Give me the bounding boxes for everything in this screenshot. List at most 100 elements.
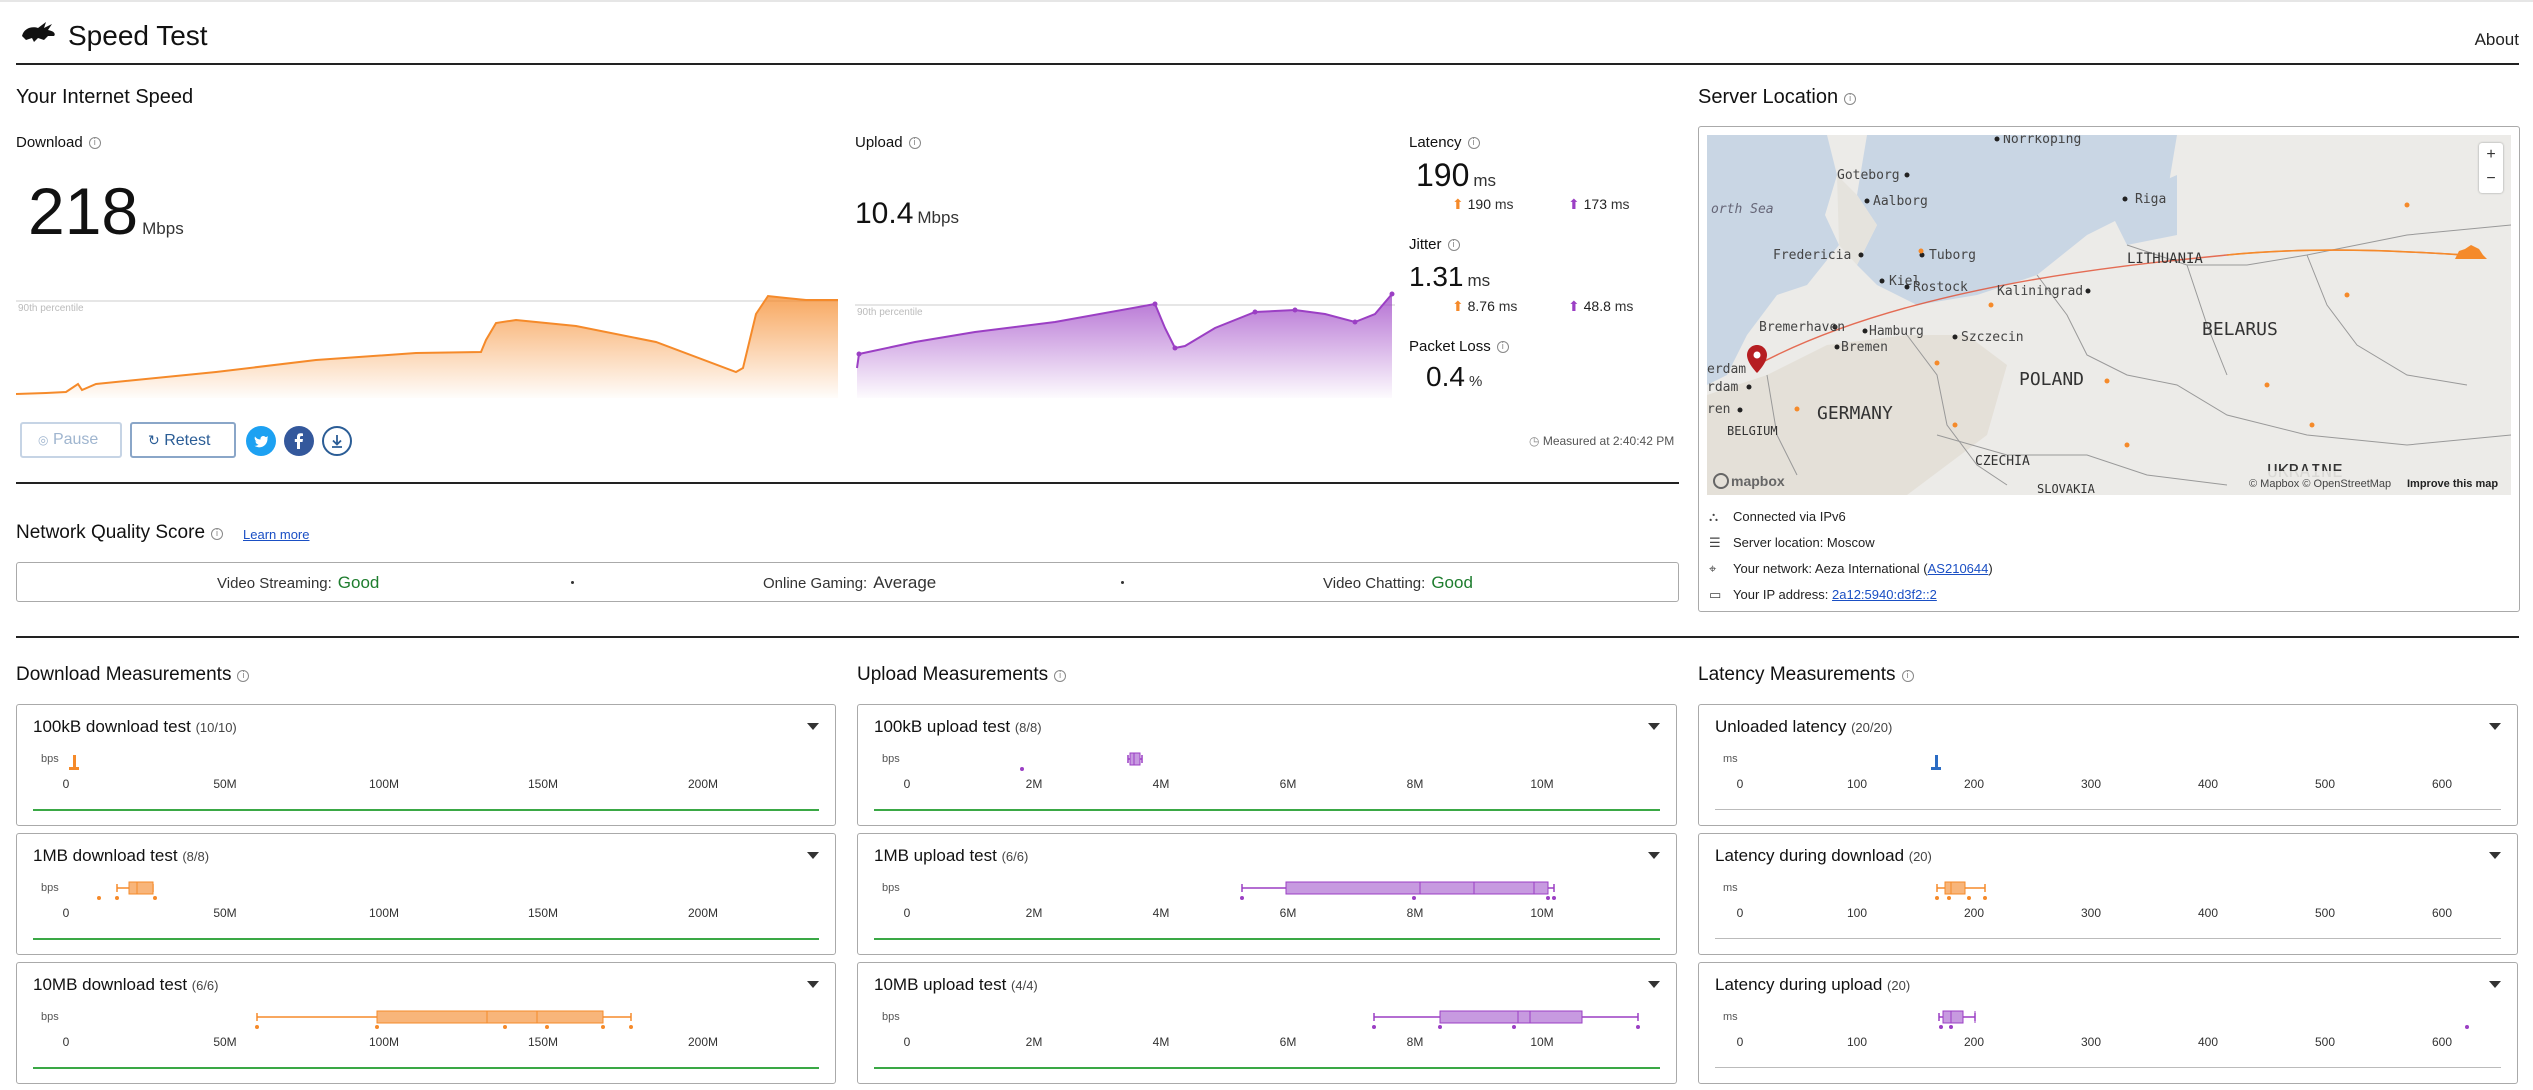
sample-point xyxy=(97,896,101,900)
svg-text:Rostock: Rostock xyxy=(1913,280,1968,295)
chevron-down-icon[interactable] xyxy=(807,852,819,859)
download-person-icon: ⬆ xyxy=(1452,196,1464,212)
svg-text:BELGIUM: BELGIUM xyxy=(1727,424,1778,438)
chevron-down-icon[interactable] xyxy=(2489,852,2501,859)
upload-label: Upload i xyxy=(855,134,921,151)
download-results-button[interactable] xyxy=(322,426,352,456)
axis-unit-label: ms xyxy=(1723,1011,1738,1023)
server-map[interactable]: orth Sea LITHUANIA BELARUS POLAND GERMAN… xyxy=(1707,135,2511,495)
latency-measurement-panel[interactable]: Latency during upload (20) ms 0 100 200 300 40… xyxy=(1698,962,2518,1084)
axis-tick-label: 600 xyxy=(2431,777,2453,791)
axis-tick-label: 100M xyxy=(368,906,400,920)
chevron-down-icon[interactable] xyxy=(807,723,819,730)
axis-tick-label: 600 xyxy=(2431,906,2453,920)
panel-title: Latency during download (20) xyxy=(1715,846,1932,866)
panel-count: (4/4) xyxy=(1011,978,1038,993)
axis-tick-label: 200M xyxy=(687,906,719,920)
sample-point xyxy=(1939,1025,1943,1029)
box-plot xyxy=(255,1010,633,1029)
info-icon[interactable]: i xyxy=(908,137,921,149)
zoom-in-button[interactable]: + xyxy=(2486,146,2496,163)
chevron-down-icon[interactable] xyxy=(2489,981,2501,988)
quality-video-chatting: Video Chatting: Good xyxy=(1323,573,1473,592)
axis-tick-label: 400 xyxy=(2197,906,2219,920)
info-icon[interactable]: i xyxy=(1467,137,1480,149)
learn-more-link[interactable]: Learn more xyxy=(243,527,310,542)
axis-tick-label: 150M xyxy=(527,1035,559,1049)
panel-count: (8/8) xyxy=(182,849,210,864)
jitter-upload: ⬆ 48.8 ms xyxy=(1568,298,1634,314)
ip-address-link[interactable]: 2a12:5940:d3f2::2 xyxy=(1832,587,1937,602)
svg-text:Goteborg: Goteborg xyxy=(1837,168,1900,183)
info-icon[interactable]: i xyxy=(88,137,101,149)
panel-title: Latency during upload (20) xyxy=(1715,975,1910,995)
retest-button[interactable]: ↻ Retest xyxy=(130,422,236,458)
panel-title-text: 10MB upload test xyxy=(874,975,1012,994)
panel-count: (8/8) xyxy=(1014,720,1042,735)
axis-tick-label: 50M xyxy=(213,1035,237,1049)
download-measurement-panel[interactable]: 10MB download test (6/6) bps 0 50M 100M 150M 2… xyxy=(16,962,836,1084)
download-line xyxy=(16,294,838,395)
baseline xyxy=(1715,1067,2501,1068)
svg-text:Bremerhaven: Bremerhaven xyxy=(1759,320,1845,335)
download-label: Download i xyxy=(16,134,101,151)
jitter-value: 1.31 ms xyxy=(1409,261,1491,292)
info-icon[interactable]: i xyxy=(1054,670,1067,682)
panel-count: (20/20) xyxy=(1851,720,1893,735)
axis-unit-label: bps xyxy=(41,753,59,765)
axis-tick-label: 8M xyxy=(1406,906,1424,920)
facebook-share-button[interactable] xyxy=(284,426,314,456)
box-plot xyxy=(1240,881,1556,900)
sample-point xyxy=(629,1025,633,1029)
pause-button[interactable]: ◎ Pause xyxy=(20,422,122,458)
sample-point xyxy=(1983,896,1987,900)
sample-point xyxy=(115,896,119,900)
info-icon[interactable]: i xyxy=(1496,341,1509,353)
latency-measurements-title: Latency Measurements i xyxy=(1698,664,1914,686)
separator-dot xyxy=(1121,581,1124,584)
info-icon[interactable]: i xyxy=(237,670,250,682)
as-number-link[interactable]: AS210644 xyxy=(1927,561,1989,576)
chevron-down-icon[interactable] xyxy=(1648,723,1660,730)
info-icon[interactable]: i xyxy=(1901,670,1914,682)
twitter-share-button[interactable] xyxy=(246,426,276,456)
rabbit-logo-icon[interactable] xyxy=(18,16,60,48)
svg-text:rdam: rdam xyxy=(1707,380,1738,395)
baseline xyxy=(874,809,1660,811)
network-quality-title: Network Quality Score i xyxy=(16,522,224,544)
chevron-down-icon[interactable] xyxy=(1648,852,1660,859)
packet-loss-value: 0.4% xyxy=(1426,361,1483,392)
panel-count: (6/6) xyxy=(1001,849,1029,864)
quality-online-gaming: Online Gaming: Average xyxy=(763,573,937,592)
sample-point xyxy=(1512,1025,1516,1029)
baseline xyxy=(1715,809,2501,810)
box-plot-mark xyxy=(1935,755,1938,769)
upload-measurement-panel[interactable]: 10MB upload test (4/4) bps 0 2M 4M 6M 8M 10M xyxy=(857,962,1677,1084)
latency-measurement-panel[interactable]: Unloaded latency (20/20) ms 0 100 200 300 400 5… xyxy=(1698,704,2518,826)
zoom-out-button[interactable]: − xyxy=(2486,170,2496,187)
chevron-down-icon[interactable] xyxy=(1648,981,1660,988)
axis-tick-label: 50M xyxy=(213,906,237,920)
axis-tick-label: 0 xyxy=(903,1035,911,1049)
info-icon[interactable]: i xyxy=(1844,93,1857,105)
sample-point xyxy=(375,1025,379,1029)
axis-unit-label: bps xyxy=(41,1011,59,1023)
info-icon[interactable]: i xyxy=(211,528,224,540)
download-measurement-panel[interactable]: 100kB download test (10/10) bps 0 50M 100M 15… xyxy=(16,704,836,826)
axis-tick-label: 400 xyxy=(2197,777,2219,791)
about-link[interactable]: About xyxy=(2474,30,2519,49)
download-measurement-panel[interactable]: 1MB download test (8/8) bps 0 50M 100M 150M 20… xyxy=(16,833,836,955)
download-person-icon: ⬆ xyxy=(1452,298,1464,314)
server-icon: ☰ xyxy=(1709,535,1721,550)
sample-point xyxy=(2465,1025,2469,1029)
panel-title: 10MB download test (6/6) xyxy=(33,975,219,995)
svg-text:POLAND: POLAND xyxy=(2019,369,2084,390)
upload-measurement-panel[interactable]: 1MB upload test (6/6) bps 0 2M 4M 6M 8M 10M xyxy=(857,833,1677,955)
info-icon[interactable]: i xyxy=(1447,239,1460,251)
latency-measurement-panel[interactable]: Latency during download (20) ms 0 100 200 300… xyxy=(1698,833,2518,955)
chevron-down-icon[interactable] xyxy=(2489,723,2501,730)
upload-measurement-panel[interactable]: 100kB upload test (8/8) bps 0 2M 4M 6M 8M 10M xyxy=(857,704,1677,826)
quartile-box xyxy=(1129,752,1141,766)
panel-title-text: 1MB download test xyxy=(33,846,183,865)
chevron-down-icon[interactable] xyxy=(807,981,819,988)
